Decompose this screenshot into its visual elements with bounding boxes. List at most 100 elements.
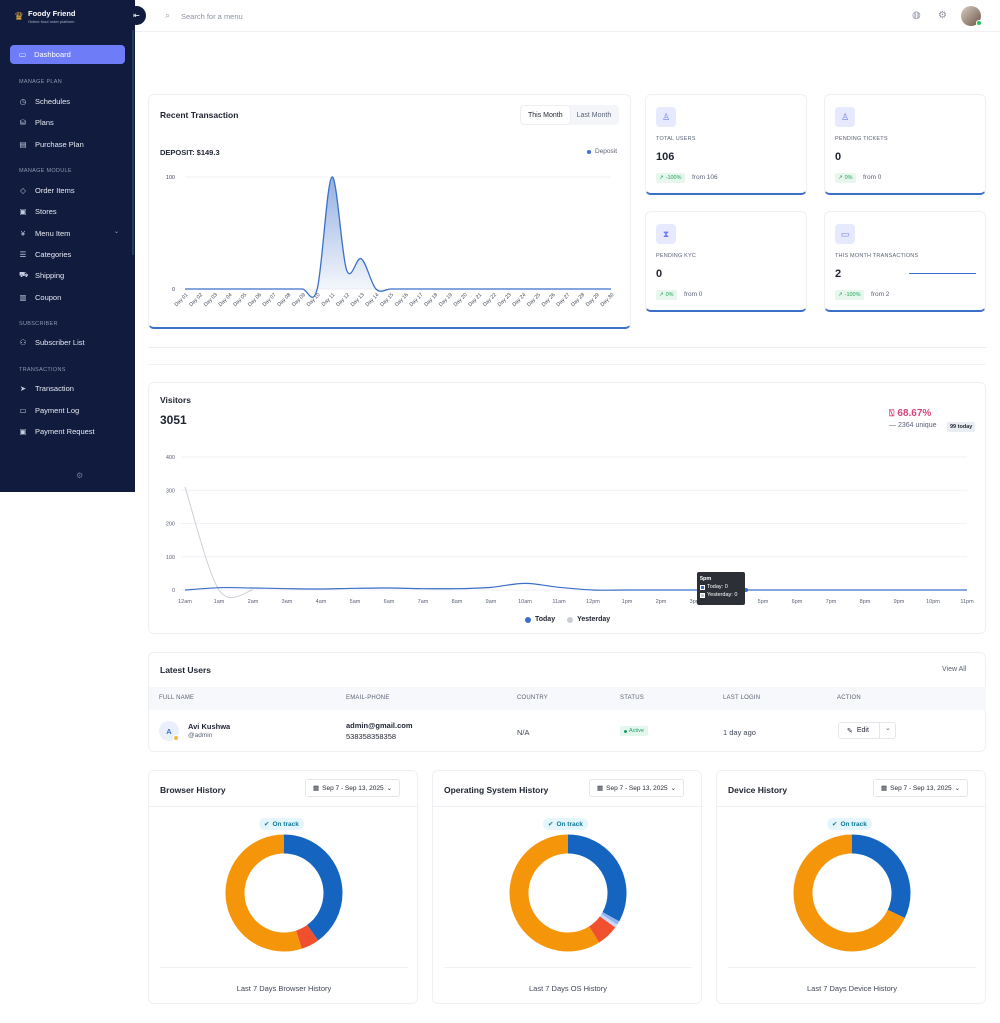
sidebar-item-order-items[interactable]: ◇ Order Items <box>19 184 119 196</box>
card-divider <box>160 967 408 968</box>
utensils-icon: ¥ <box>20 228 26 238</box>
section-manage-module: MANAGE MODULE <box>19 168 72 174</box>
donut-caption: Last 7 Days Browser History <box>236 984 332 993</box>
hourglass-icon: ⧗ <box>656 224 676 244</box>
card-title: Latest Users <box>160 665 212 675</box>
x-tick-label: 10am <box>518 599 532 605</box>
tooltip-title: 5pm <box>700 576 712 582</box>
sidebar-scrollbar[interactable] <box>132 30 134 255</box>
status-text: Active <box>629 728 644 734</box>
table-header <box>149 687 986 710</box>
x-tick-label: 6am <box>384 599 395 605</box>
badge-text: On track <box>840 820 867 828</box>
x-tick-label: Day 21 <box>467 292 483 308</box>
calendar-icon: ▦ <box>881 785 888 792</box>
stat-label: PENDING KYC <box>656 253 697 259</box>
y-tick-label: 100 <box>166 555 175 561</box>
user-handle: @admin <box>188 732 213 739</box>
device-date-range-picker[interactable]: ▦ Sep 7 - Sep 13, 2025 ⌄ <box>873 779 969 797</box>
card-icon: ▭ <box>835 224 855 244</box>
stat-card-pending-kyc: ⧗ PENDING KYC 0 ↗ 0% from 0 <box>645 211 807 312</box>
sidebar-item-shipping[interactable]: ⛟ Shipping <box>19 269 119 281</box>
x-tick-label: Day 05 <box>232 292 248 308</box>
sidebar-item-label: Plans <box>35 117 54 127</box>
sidebar-item-categories[interactable]: ☰ Categories <box>19 248 119 260</box>
view-all-link[interactable]: View All <box>942 666 967 673</box>
sidebar-item-purchase-plan[interactable]: ▤ Purchase Plan <box>19 138 119 150</box>
sidebar-item-label: Menu Item <box>35 228 71 238</box>
sidebar-item-plans[interactable]: ⛁ Plans <box>19 116 119 128</box>
x-tick-label: Day 13 <box>350 292 366 308</box>
x-tick-label: 11pm <box>960 599 974 605</box>
stat-value: 0 <box>835 151 842 163</box>
user-country: N/A <box>517 728 530 737</box>
tooltip-swatch <box>700 584 705 590</box>
user-icon: ♙ <box>656 107 676 127</box>
card-divider <box>433 806 703 807</box>
stat-change-badge: ↗ 0% <box>835 173 856 183</box>
x-tick-label: 8pm <box>860 599 871 605</box>
x-tick-label: 3pm <box>690 599 701 605</box>
globe-icon[interactable]: ◍ <box>912 10 921 21</box>
col-action: ACTION <box>837 695 861 701</box>
tab-last-month[interactable]: Last Month <box>576 111 612 119</box>
settings-icon[interactable]: ⚙ <box>938 10 947 21</box>
sidebar-item-schedules[interactable]: ◷ Schedules <box>19 95 119 107</box>
user-last-login: 1 day ago <box>723 728 756 737</box>
tab-this-month[interactable]: This Month <box>521 106 570 124</box>
sidebar-item-label: Shipping <box>35 270 65 280</box>
sidebar-item-label: Subscriber List <box>35 337 85 347</box>
stat-value: 106 <box>656 151 675 163</box>
x-tick-label: 6pm <box>792 599 803 605</box>
legend-today[interactable]: Today <box>525 616 555 623</box>
sidebar-item-label: Dashboard <box>34 50 71 59</box>
visitors-total: 3051 <box>160 413 187 427</box>
x-tick-label: 4am <box>316 599 327 605</box>
x-tick-label: Day 29 <box>585 292 601 308</box>
legend-yesterday[interactable]: Yesterday <box>567 616 610 623</box>
visitors-legend: Today Yesterday <box>525 616 610 623</box>
stat-card-pending-tickets: ♙ PENDING TICKETS 0 ↗ 0% from 0 <box>824 94 986 195</box>
collapse-sidebar-button[interactable]: ⇤ <box>127 6 146 25</box>
sidebar-item-label: Order Items <box>35 185 75 195</box>
chevron-down-icon[interactable]: ⌄ <box>885 725 891 732</box>
tooltip-text: Today: 0 <box>707 584 728 590</box>
money-icon: ▣ <box>19 426 27 436</box>
sidebar-item-coupon[interactable]: ▥ Coupon <box>19 291 119 303</box>
edit-button[interactable]: ✎ Edit ⌄ <box>838 722 896 739</box>
search-input[interactable] <box>181 9 381 23</box>
legend-dot <box>567 616 574 623</box>
y-tick-label: 400 <box>166 455 175 461</box>
coupon-icon: ▥ <box>19 292 27 302</box>
sidebar-item-label: Categories <box>35 249 72 259</box>
os-date-range-picker[interactable]: ▦ Sep 7 - Sep 13, 2025 ⌄ <box>589 779 685 797</box>
brand[interactable]: ♛ Foody Friend Online food order platfor… <box>14 9 76 24</box>
x-tick-label: 2am <box>248 599 259 605</box>
sidebar-item-subscriber-list[interactable]: ⚇ Subscriber List <box>19 336 119 348</box>
settings-gear-icon[interactable]: ⚙ <box>76 471 84 480</box>
col-full-name: FULL NAME <box>159 695 195 701</box>
sidebar-item-payment-log[interactable]: ▭ Payment Log <box>19 404 119 416</box>
x-tick-label: Day 22 <box>482 292 498 308</box>
x-tick-label: Day 28 <box>570 292 586 308</box>
sidebar-item-stores[interactable]: ▣ Stores <box>19 205 119 217</box>
chevron-down-icon[interactable]: ⌄ <box>113 229 119 235</box>
card-title: Device History <box>728 785 788 795</box>
deposit-total: DEPOSIT: $149.3 <box>160 148 220 157</box>
stat-change-badge: ↗ -100% <box>835 290 864 300</box>
list-icon: ☰ <box>19 249 27 259</box>
section-divider <box>148 347 986 348</box>
receipt-icon: ▤ <box>19 139 27 149</box>
tooltip-swatch <box>700 592 705 598</box>
sidebar-item-menu-item[interactable]: ¥ Menu Item ⌄ <box>19 227 119 239</box>
stat-label: THIS MONTH TRANSACTIONS <box>835 253 919 259</box>
legend-dot <box>525 616 531 623</box>
sidebar-item-payment-request[interactable]: ▣ Payment Request <box>19 425 119 437</box>
edit-label: Edit <box>856 727 869 734</box>
sidebar-item-transaction[interactable]: ➤ Transaction <box>19 382 119 394</box>
browser-date-range-picker[interactable]: ▦ Sep 7 - Sep 13, 2025 ⌄ <box>305 779 401 797</box>
tooltip-yesterday: Yesterday: 0 <box>700 591 742 599</box>
sidebar-item-dashboard[interactable]: ▭ Dashboard <box>10 45 125 64</box>
send-icon: ➤ <box>19 383 27 393</box>
device-donut-chart <box>793 834 911 952</box>
